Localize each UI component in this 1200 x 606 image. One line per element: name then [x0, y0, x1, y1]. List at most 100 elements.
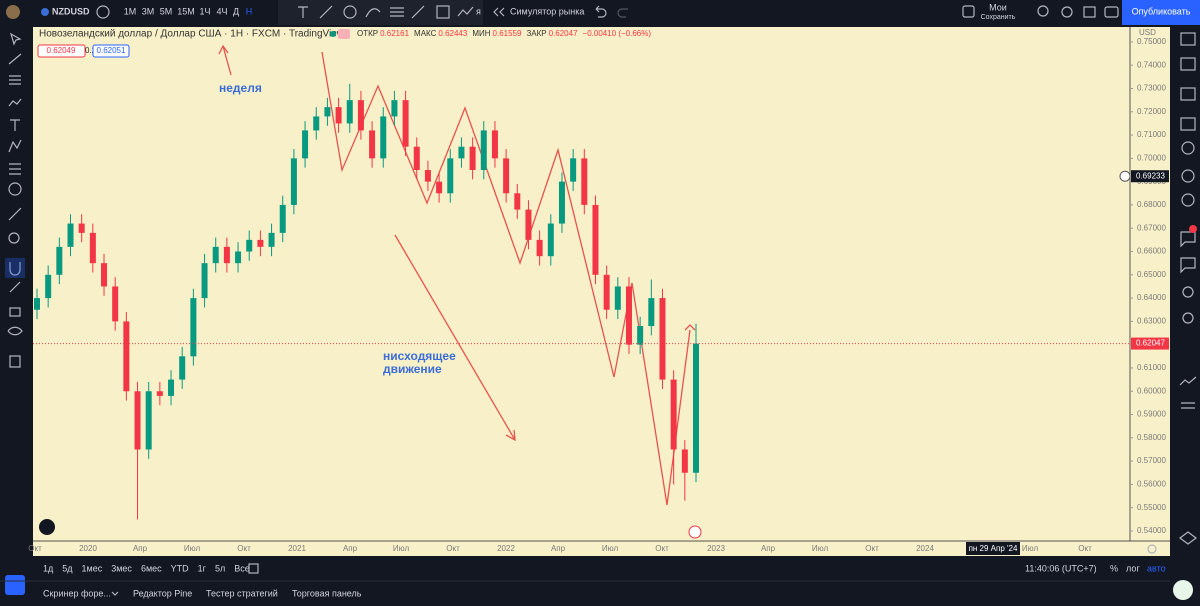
candle-body [101, 263, 108, 287]
chart-pane [33, 27, 1170, 556]
auto-toggle[interactable]: авто [1147, 563, 1166, 573]
percent-toggle[interactable]: % [1110, 563, 1118, 573]
ask[interactable]: 0.62051 [97, 46, 126, 55]
candle-body [313, 116, 320, 131]
candle-body [447, 158, 454, 194]
favorites[interactable] [5, 575, 25, 595]
symbol[interactable]: NZDUSD [52, 6, 90, 16]
candle-body [279, 204, 286, 233]
security-icon[interactable] [1173, 580, 1193, 600]
y-tick-label: 0.70000 [1137, 153, 1166, 162]
bid-box[interactable] [37, 44, 86, 58]
layout-icon[interactable] [962, 5, 975, 18]
undo[interactable] [595, 5, 607, 18]
candle-body [78, 223, 85, 233]
interval[interactable]: 4Ч [216, 6, 227, 16]
range-button[interactable]: 3мес [111, 563, 132, 573]
y-tick-label: 0.60000 [1137, 386, 1166, 395]
search[interactable] [1037, 5, 1049, 17]
crosshair-time-box [966, 542, 1020, 555]
spread: 0.2 [85, 46, 97, 55]
y-tick-label: 0.64000 [1137, 293, 1166, 302]
clock: 11:40:06 (UTC+7) [1025, 563, 1097, 573]
range-button[interactable]: YTD [171, 563, 190, 573]
replay-button[interactable]: Симулятор рынка [510, 6, 584, 16]
fullscreen[interactable] [1083, 6, 1096, 18]
publish-label[interactable]: Опубликовать [1132, 6, 1191, 16]
candle-body [357, 100, 364, 131]
x-tick-label: Апр [761, 544, 776, 553]
crosshair-plus[interactable] [1119, 170, 1131, 182]
y-tick-label: 0.67000 [1137, 223, 1166, 232]
panel-tab[interactable]: Тестер стратегий [206, 588, 278, 598]
layout-name[interactable]: Мои [989, 2, 1007, 12]
replay-icon [493, 7, 505, 17]
x-tick-label: Июл [1022, 544, 1039, 553]
candle-body [603, 274, 610, 310]
y-tick-label: 0.72000 [1137, 107, 1166, 116]
panel-tab[interactable]: Скринер форе... [43, 588, 111, 598]
interval[interactable]: 1М [124, 6, 137, 16]
interval[interactable]: Д [233, 6, 239, 16]
tv-logo [39, 519, 55, 535]
candle-body [536, 239, 543, 257]
tab-chevron[interactable] [111, 591, 119, 596]
log-toggle[interactable]: лог [1126, 563, 1140, 573]
candle-body [123, 321, 130, 392]
range-button[interactable]: 1г [198, 563, 207, 573]
axis-settings[interactable] [1147, 544, 1157, 554]
candle-body [268, 232, 275, 247]
annotation-move: нисходящее движение [383, 349, 456, 376]
legend-close: 0.62047 [549, 29, 578, 38]
publish-button[interactable] [1122, 0, 1200, 25]
candle-body [89, 232, 96, 264]
candle-body [625, 286, 632, 345]
legend-low-label: МИН [472, 29, 490, 38]
panel-tab[interactable]: Редактор Pine [133, 588, 192, 598]
candle-body [413, 146, 420, 170]
range-button[interactable]: 5л [215, 563, 225, 573]
right-sidebar [1179, 32, 1197, 545]
candle-body [324, 107, 331, 117]
interval[interactable]: 3М [142, 6, 155, 16]
last-price-label: 0.62047 [1136, 339, 1165, 348]
candle-body [681, 449, 688, 473]
x-tick-label: Окт [446, 544, 460, 553]
candle-body [637, 326, 644, 345]
candle-body [480, 130, 487, 170]
range-button[interactable]: 6мес [141, 563, 162, 573]
interval[interactable]: 5М [160, 6, 173, 16]
interval[interactable]: 1Ч [199, 6, 210, 16]
ask-box[interactable] [92, 44, 130, 58]
candle-body [491, 130, 498, 159]
candle-body [112, 286, 119, 322]
y-tick-label: 0.55000 [1137, 503, 1166, 512]
range-button[interactable]: 1мес [82, 563, 103, 573]
range-button[interactable]: 5д [62, 563, 73, 573]
drawings [218, 44, 696, 506]
range-button[interactable]: 1д [43, 563, 54, 573]
avatar[interactable] [6, 5, 20, 19]
x-tick-label: 2024 [916, 544, 934, 553]
bid[interactable]: 0.62049 [47, 46, 76, 55]
snapshot[interactable] [1104, 6, 1119, 18]
legend-change: −0.00410 (−0.66%) [583, 29, 652, 38]
y-tick-label: 0.66000 [1137, 247, 1166, 256]
x-tick-label: Июл [184, 544, 201, 553]
magnet-active[interactable] [5, 258, 25, 278]
interval[interactable]: Н [246, 6, 253, 16]
redo[interactable] [617, 8, 628, 18]
settings[interactable] [1061, 6, 1073, 18]
range-button[interactable]: Все [234, 563, 250, 573]
x-tick-label: Окт [865, 544, 879, 553]
compare-button[interactable] [96, 5, 110, 19]
x-tick-label: Окт [655, 544, 669, 553]
crosshair-price-label: 0.69233 [1136, 171, 1165, 180]
candle-body [614, 286, 621, 310]
panel-tab[interactable]: Торговая панель [292, 588, 362, 598]
event-flag[interactable] [688, 525, 702, 539]
candle-body [290, 158, 297, 205]
interval[interactable]: 15М [177, 6, 195, 16]
goto-date[interactable] [248, 563, 259, 574]
